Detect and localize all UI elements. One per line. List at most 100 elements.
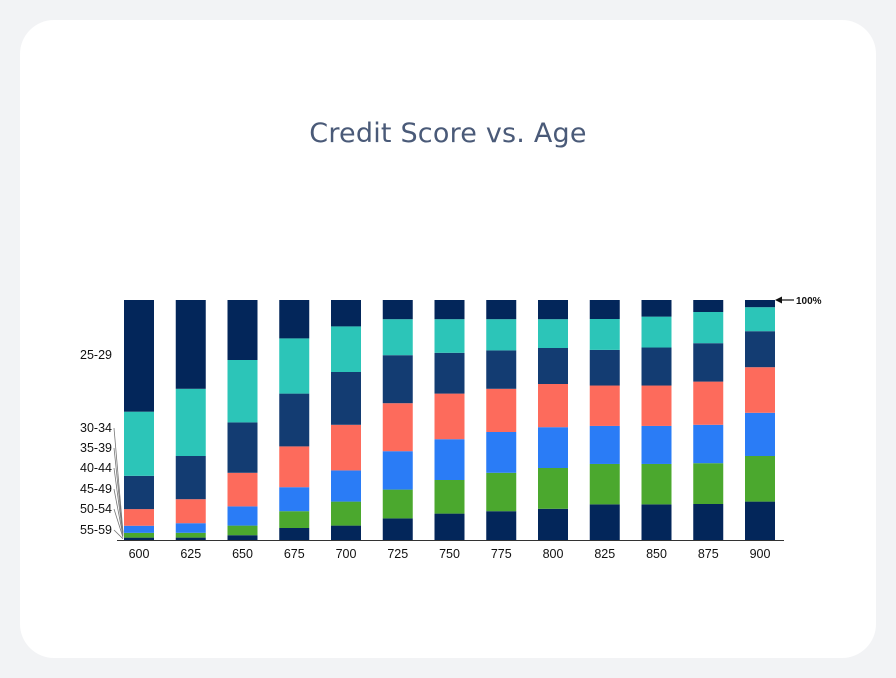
bar-segment-700-s1	[331, 501, 361, 526]
bar-segment-800-s1	[538, 468, 568, 509]
bar-segment-725-s5	[382, 319, 413, 356]
bar-segment-600-s4	[124, 475, 154, 510]
bar-segment-650-s5	[227, 360, 258, 423]
bar-segment-900-s0	[745, 501, 775, 540]
bar-segment-825-s0	[589, 504, 620, 540]
bar-segment-900-s4	[745, 331, 775, 368]
bar-segment-800-s5	[538, 319, 568, 348]
bar-segment-650-s3	[227, 472, 258, 507]
bar-segment-775-s6	[486, 300, 517, 320]
bar-segment-850-s1	[641, 463, 672, 505]
bar-segment-625-s5	[175, 388, 206, 456]
x-tick-label-600: 600	[129, 547, 150, 561]
bar-segment-650-s2	[227, 506, 258, 526]
leader-line-30-34	[113, 427, 124, 533]
bar-segment-675-s4	[279, 393, 310, 447]
bar-segment-725-s0	[382, 518, 413, 540]
bar-segment-700-s3	[331, 424, 361, 471]
x-tick-label-850: 850	[646, 547, 667, 561]
bar-segment-750-s5	[434, 319, 465, 353]
bar-segment-625-s0	[175, 537, 206, 540]
bars-layer	[124, 300, 775, 540]
bar-segment-800-s2	[538, 427, 568, 468]
bar-segment-750-s2	[434, 439, 465, 480]
y-tick-labels: 25-29 30-34 35-39 40-44 45-49 50-54 55-59	[80, 348, 112, 537]
arrow-left-icon	[775, 296, 782, 304]
bar-segment-675-s5	[279, 338, 310, 394]
bar-segment-875-s5	[693, 312, 724, 344]
bar-segment-850-s6	[641, 300, 672, 317]
bar-segment-825-s6	[589, 300, 620, 320]
y-tick-label-35-39: 35-39	[80, 441, 112, 455]
bar-segment-850-s0	[641, 504, 672, 540]
bar-segment-750-s1	[434, 480, 465, 514]
bar-segment-850-s4	[641, 347, 672, 386]
bar-segment-750-s3	[434, 393, 465, 440]
bar-segment-875-s6	[693, 300, 724, 312]
bar-segment-700-s6	[331, 300, 361, 327]
annotation-label: 100%	[796, 296, 822, 307]
x-tick-label-650: 650	[232, 547, 253, 561]
bar-segment-725-s4	[382, 355, 413, 404]
x-tick-label-900: 900	[750, 547, 771, 561]
bar-segment-625-s1	[175, 532, 206, 538]
bar-segment-725-s1	[382, 489, 413, 519]
bar-segment-750-s6	[434, 300, 465, 320]
x-tick-label-725: 725	[387, 547, 408, 561]
leader-line-45-49	[113, 488, 124, 537]
bar-segment-825-s1	[589, 463, 620, 505]
leader-lines	[113, 427, 124, 540]
bar-segment-600-s0	[124, 537, 154, 540]
bar-segment-650-s4	[227, 422, 258, 473]
bar-segment-600-s1	[124, 532, 154, 538]
bar-segment-700-s5	[331, 326, 361, 372]
bar-segment-625-s3	[175, 499, 206, 524]
bar-segment-775-s0	[486, 511, 517, 540]
bar-segment-675-s2	[279, 487, 310, 512]
leader-line-50-54	[113, 508, 124, 538]
top-annotation: 100%	[775, 296, 822, 307]
y-tick-label-25-29: 25-29	[80, 348, 112, 362]
bar-segment-875-s0	[693, 504, 724, 540]
bar-segment-900-s6	[745, 300, 775, 308]
bar-segment-750-s4	[434, 352, 465, 394]
bar-segment-650-s0	[227, 535, 258, 540]
x-tick-label-700: 700	[336, 547, 357, 561]
bar-segment-800-s4	[538, 348, 568, 384]
bar-segment-825-s5	[589, 319, 620, 350]
x-tick-label-625: 625	[180, 547, 201, 561]
bar-segment-600-s6	[124, 300, 154, 412]
bar-segment-650-s6	[227, 300, 258, 360]
bar-segment-775-s1	[486, 472, 517, 512]
bar-segment-675-s6	[279, 300, 310, 339]
y-tick-label-50-54: 50-54	[80, 502, 112, 516]
x-tick-labels: 600 625 650 675 700 725 750 775 800 825 850 875 900	[129, 547, 771, 561]
x-tick-label-775: 775	[491, 547, 512, 561]
bar-segment-675-s0	[279, 528, 310, 540]
leader-line-55-59	[113, 529, 124, 540]
bar-segment-800-s6	[538, 300, 568, 320]
bar-segment-775-s3	[486, 388, 517, 432]
bar-segment-625-s6	[175, 300, 206, 389]
x-tick-label-875: 875	[698, 547, 719, 561]
bar-segment-625-s4	[175, 456, 206, 500]
leader-line-40-44	[113, 467, 124, 535]
bar-segment-725-s2	[382, 451, 413, 490]
y-tick-label-40-44: 40-44	[80, 461, 112, 475]
bar-segment-775-s2	[486, 432, 517, 473]
bar-segment-775-s4	[486, 350, 517, 389]
bar-segment-675-s1	[279, 511, 310, 528]
bar-segment-875-s4	[693, 343, 724, 382]
x-tick-label-750: 750	[439, 547, 460, 561]
bar-segment-900-s2	[745, 412, 775, 456]
bar-segment-725-s3	[382, 403, 413, 452]
y-tick-label-55-59: 55-59	[80, 523, 112, 537]
bar-segment-875-s2	[693, 424, 724, 464]
bar-segment-650-s1	[227, 525, 258, 536]
bar-segment-800-s3	[538, 384, 568, 428]
bar-segment-675-s3	[279, 446, 310, 488]
bar-segment-900-s1	[745, 456, 775, 502]
bar-segment-750-s0	[434, 513, 465, 540]
chart-title: Credit Score vs. Age	[309, 118, 587, 149]
bar-segment-900-s3	[745, 367, 775, 413]
